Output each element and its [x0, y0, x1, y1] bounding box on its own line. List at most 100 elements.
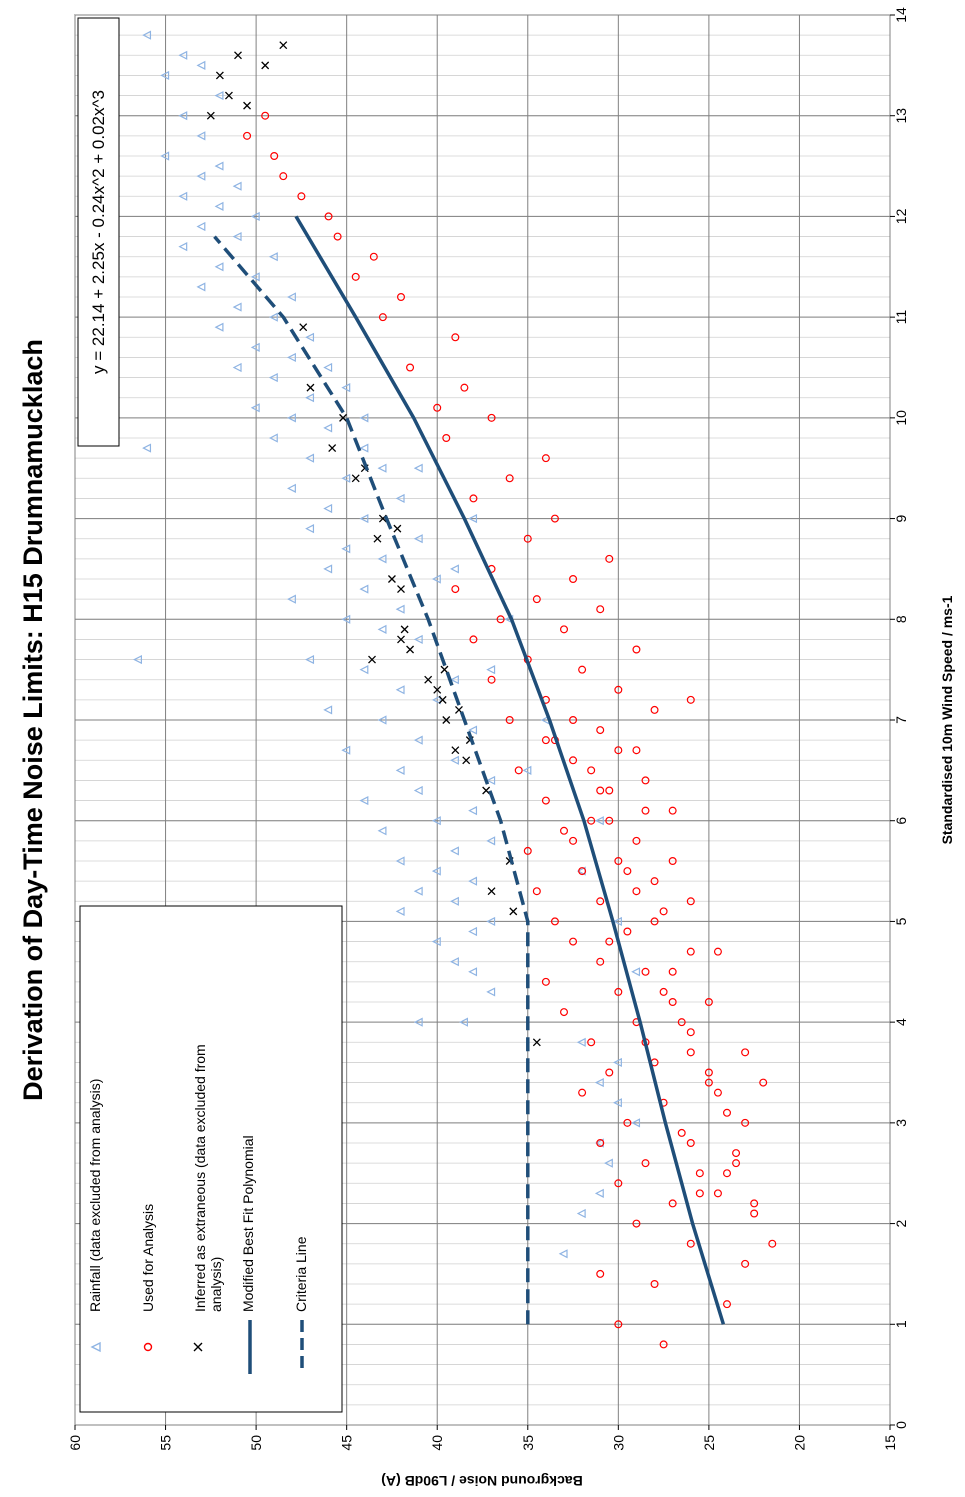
legend-label-extraneous: Inferred as extraneous (data excluded fr… [192, 1040, 224, 1312]
analysis-point [596, 1138, 605, 1147]
rainfall-point [558, 1249, 568, 1259]
analysis-point [650, 877, 659, 886]
rainfall-point [178, 242, 188, 252]
rainfall-point [413, 1017, 423, 1027]
rainfall-point [450, 755, 459, 765]
extraneous-point [440, 665, 449, 674]
legend-item-criteria: Criteria Line [293, 1236, 309, 1374]
analysis-point [641, 1159, 650, 1168]
x-tick-label: 10 [893, 410, 909, 426]
analysis-point [487, 413, 496, 422]
analysis-point [677, 1018, 686, 1027]
analysis-point [532, 887, 541, 896]
analysis-point [614, 746, 623, 755]
analysis-point [659, 987, 668, 996]
series-0 [133, 30, 641, 1259]
analysis-point [623, 927, 632, 936]
rainfall-point [232, 181, 242, 191]
extraneous-point [328, 444, 337, 453]
rainfall-point [594, 1188, 604, 1198]
rainfall-point [413, 886, 423, 896]
analysis-point [261, 111, 270, 120]
analysis-point [279, 172, 288, 181]
x-tick-label: 0 [893, 1421, 909, 1429]
rainfall-point [468, 876, 478, 886]
analysis-point [550, 917, 559, 926]
rainfall-point [576, 1037, 586, 1047]
extraneous-point [224, 91, 233, 100]
rainfall-point [305, 654, 315, 665]
legend-label-used: Used for Analysis [140, 1204, 156, 1312]
legend-item-best-fit: Modified Best Fit Polynomial [240, 1135, 256, 1374]
analysis-point [569, 836, 578, 845]
rainfall-point [431, 936, 441, 947]
analysis-point [713, 1189, 722, 1198]
rainfall-point [232, 231, 242, 242]
rainfall-point [305, 524, 315, 534]
legend: Rainfall (data excluded from analysis) U… [79, 905, 343, 1413]
rainfall-point [395, 906, 405, 916]
rainfall-point [377, 715, 387, 725]
rainfall-point [395, 685, 405, 695]
analysis-point [451, 585, 460, 594]
rainfall-point [250, 272, 260, 282]
triangle-icon [90, 1341, 101, 1353]
analysis-point [587, 1038, 596, 1047]
analysis-point [587, 816, 596, 825]
extraneous-point [206, 111, 215, 120]
cross-icon [193, 1342, 203, 1352]
rainfall-point [196, 171, 206, 181]
analysis-point [632, 645, 641, 654]
analysis-point [541, 977, 550, 986]
extraneous-point [482, 786, 491, 795]
rainfall-point [268, 372, 278, 383]
legend-item-extraneous: Inferred as extraneous (data excluded fr… [192, 1040, 224, 1352]
rainfall-point [214, 322, 224, 332]
analysis-point [668, 967, 677, 976]
rainfall-point [359, 665, 369, 675]
analysis-point [659, 907, 668, 916]
analysis-point [569, 715, 578, 724]
rainfall-point [431, 695, 441, 705]
analysis-point [623, 1118, 632, 1127]
rainfall-point [359, 584, 369, 594]
analysis-point [587, 766, 596, 775]
legend-label-rainfall: Rainfall (data excluded from analysis) [87, 1079, 103, 1312]
analysis-point [641, 776, 650, 785]
analysis-point [722, 1300, 731, 1309]
rainfall-point [594, 1077, 604, 1088]
legend-item-rainfall: Rainfall (data excluded from analysis) [87, 1079, 103, 1353]
analysis-point [605, 786, 614, 795]
rainfall-point [214, 262, 224, 272]
analysis-point [759, 1078, 768, 1087]
analysis-point [741, 1118, 750, 1127]
rainfall-point [468, 926, 478, 937]
analysis-point [668, 856, 677, 865]
rainfall-point [486, 916, 496, 927]
rainfall-point [214, 90, 224, 101]
rainfall-point [232, 362, 242, 373]
extraneous-point [234, 51, 242, 60]
analysis-point [686, 1048, 695, 1057]
analysis-point [596, 786, 605, 795]
analysis-point [750, 1209, 759, 1218]
rainfall-point [468, 513, 478, 524]
analysis-point [451, 333, 460, 342]
analysis-point [541, 454, 550, 463]
extraneous-point [442, 716, 451, 724]
rainfall-point [359, 443, 369, 453]
x-tick-label: 7 [893, 716, 909, 724]
circle-icon [143, 1342, 153, 1352]
analysis-point [650, 917, 659, 926]
analysis-point [351, 272, 360, 281]
rainfall-point [142, 30, 152, 40]
extraneous-point [424, 675, 433, 684]
rainfall-point [287, 483, 296, 493]
analysis-point [559, 826, 568, 835]
rainfall-point [178, 191, 188, 201]
analysis-point [668, 806, 677, 815]
analysis-point [596, 897, 605, 906]
analysis-point [514, 766, 523, 775]
rainfall-point [395, 604, 405, 614]
